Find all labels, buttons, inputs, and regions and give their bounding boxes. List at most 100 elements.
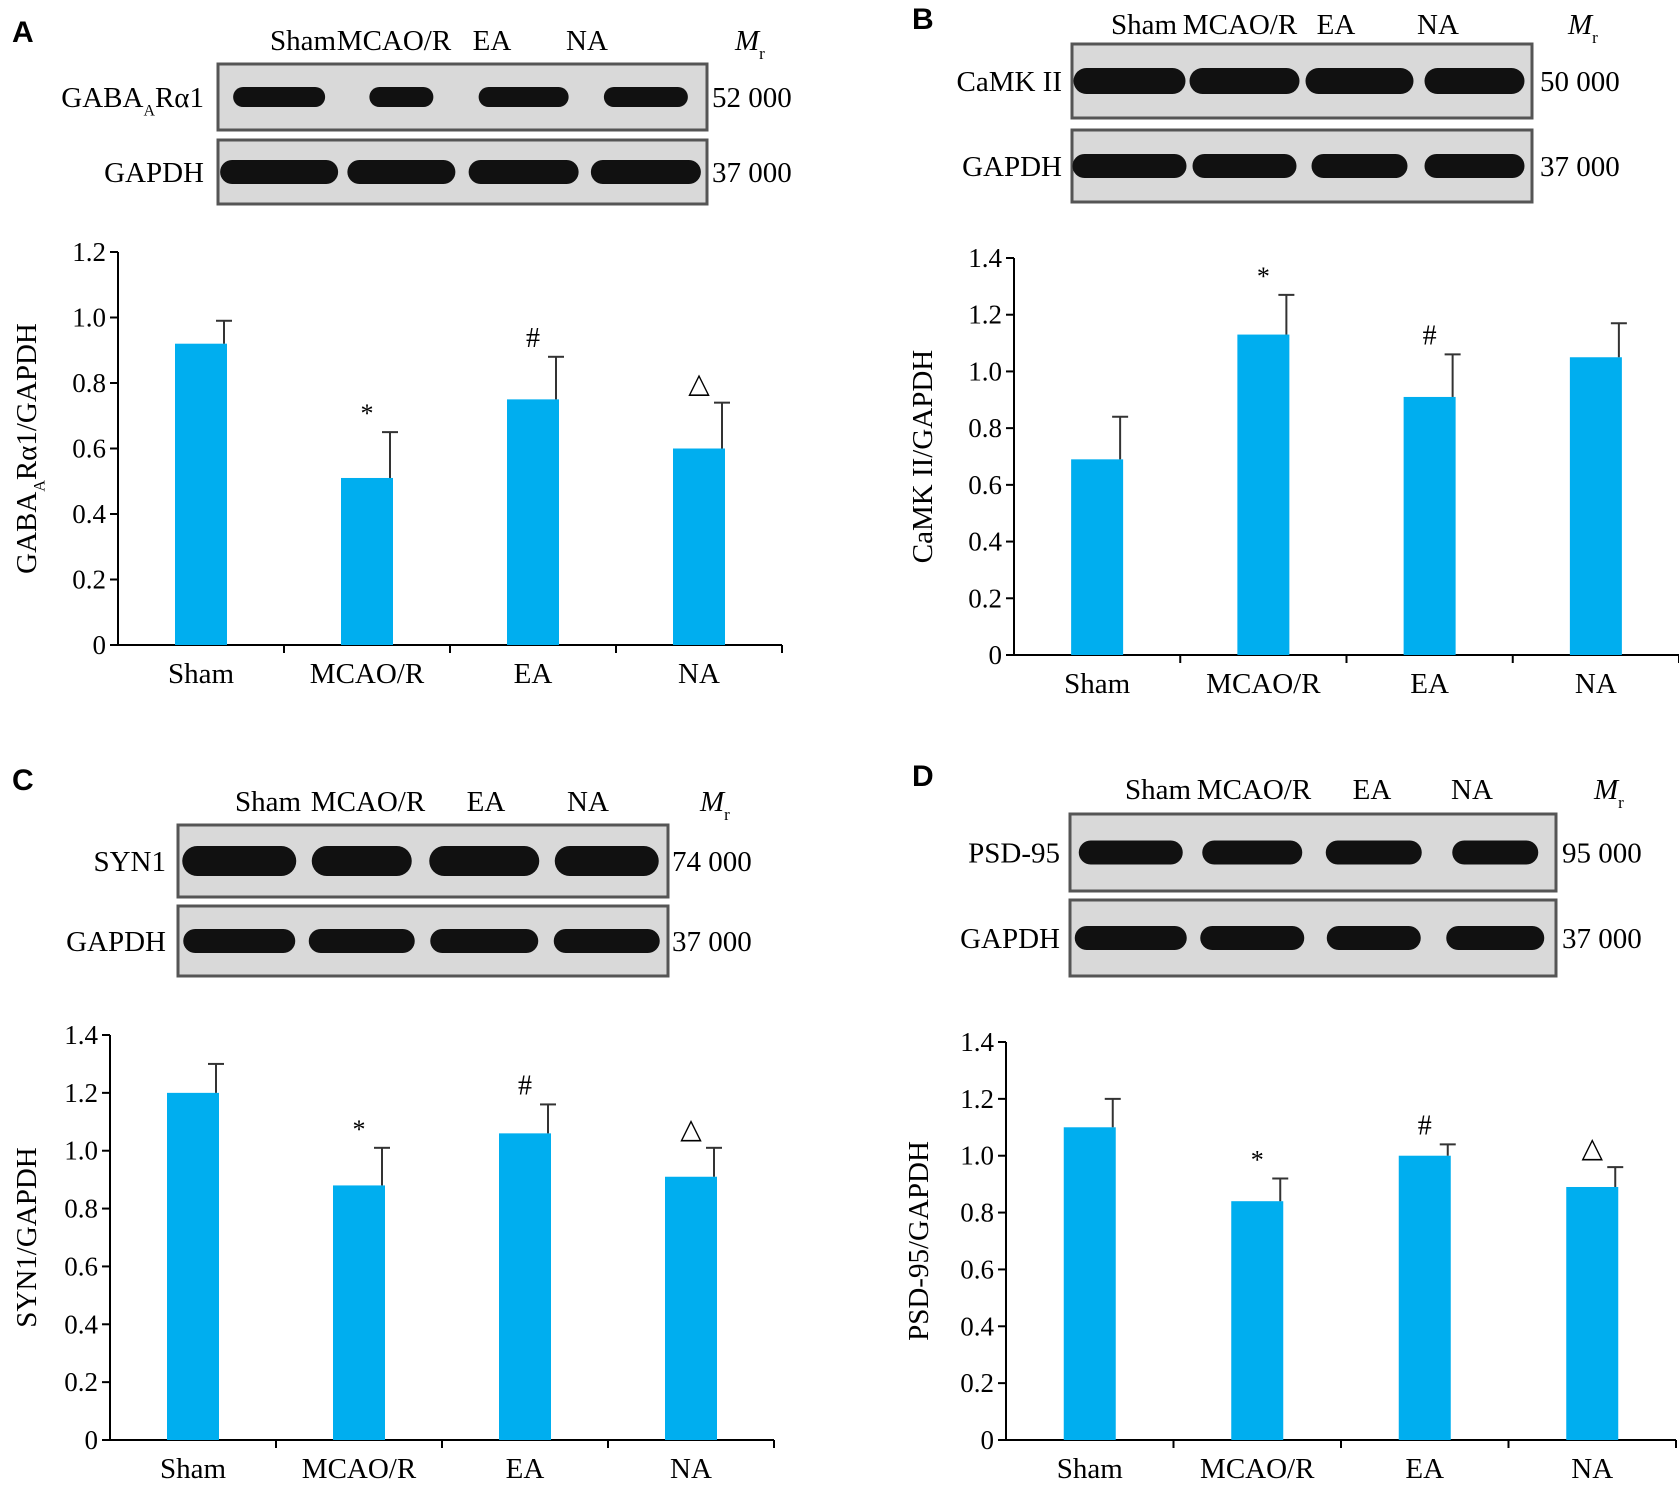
mr-header-m: M [734, 25, 761, 57]
blot-band [1424, 68, 1525, 94]
blot-band [1311, 154, 1408, 178]
y-tick-label: 1.2 [72, 237, 106, 267]
blot-band [1446, 926, 1545, 950]
y-tick-label: 0.2 [968, 583, 1002, 613]
bar-chart: 0 0.2 0.4 0.6 0.8 1.0 1.2 1.4 Sham * MCAO/R # EA △ NA S… [11, 1020, 775, 1485]
blot-mr: 37 000 [1540, 151, 1620, 183]
blot-band [1325, 840, 1422, 865]
blot-band [1200, 926, 1305, 950]
x-tick-label: EA [1405, 1453, 1444, 1485]
panel-letter: D [912, 760, 934, 793]
lane-label: MCAO/R [311, 786, 426, 818]
y-tick-label: 1.0 [64, 1136, 98, 1166]
y-tick-label: 0.8 [960, 1198, 994, 1228]
mr-header-m: M [1567, 9, 1594, 41]
y-axis-label-main: SYN1/GAPDH [11, 1147, 43, 1328]
blot-name-sub: A [143, 103, 155, 120]
y-axis-label: SYN1/GAPDH [11, 1147, 43, 1328]
blot-band [553, 929, 660, 953]
bar-mcaor [1237, 334, 1290, 655]
y-tick-label: 1.4 [960, 1027, 994, 1057]
mr-header: Mr [699, 786, 730, 824]
panel-letter: A [12, 16, 34, 49]
mr-header: Mr [1593, 774, 1624, 812]
x-tick-label: MCAO/R [302, 1453, 417, 1485]
mr-header-m: M [1593, 774, 1620, 806]
blot-name: GAPDH [66, 926, 166, 958]
significance-marker: * [1257, 262, 1270, 291]
mr-header: Mr [1567, 9, 1598, 47]
blot-band [1189, 68, 1300, 94]
blot-band [1078, 840, 1183, 865]
blot-band [603, 87, 688, 107]
bar-mcaor [333, 1185, 385, 1440]
y-tick-label: 1.2 [960, 1084, 994, 1114]
y-tick-label: 0.4 [72, 499, 106, 529]
mr-header-sub: r [724, 805, 730, 824]
bar-na [1569, 357, 1622, 655]
x-tick-label: NA [678, 658, 720, 690]
y-tick-label: 0.2 [960, 1368, 994, 1398]
bar-mcaor [1231, 1201, 1284, 1440]
y-tick-label: 1.4 [968, 243, 1002, 273]
lane-label: MCAO/R [337, 25, 452, 57]
blot-target: GABAARα1 52 000 [61, 62, 792, 132]
blot-name: GAPDH [962, 151, 1062, 183]
mr-header: Mr [734, 25, 765, 63]
y-tick-label: 1.0 [960, 1141, 994, 1171]
lane-label: Sham [235, 786, 302, 818]
y-tick-label: 1.2 [968, 300, 1002, 330]
y-tick-label: 0.2 [72, 565, 106, 595]
y-axis-label-main: CaMK II/GAPDH [907, 350, 939, 564]
blot-band [429, 846, 540, 876]
y-tick-label: 0.8 [968, 413, 1002, 443]
significance-marker: # [1418, 1110, 1432, 1141]
y-axis-label: CaMK II/GAPDH [907, 350, 939, 564]
blot-target: PSD-95 95 000 [968, 812, 1642, 893]
blot-name-main: SYN1 [93, 846, 166, 878]
blot-target: CaMK II 50 000 [956, 42, 1620, 120]
lane-label: Sham [1125, 774, 1192, 806]
blot-target: SYN1 74 000 [93, 823, 752, 899]
blot-name-main: CaMK II [956, 66, 1062, 98]
blot-gapdh: GAPDH 37 000 [104, 138, 792, 206]
x-tick-label: NA [1575, 668, 1617, 700]
panel-letter: C [12, 764, 34, 797]
x-tick-label: MCAO/R [1206, 668, 1321, 700]
y-tick-label: 0.4 [968, 527, 1002, 557]
y-tick-label: 0.6 [72, 434, 106, 464]
blot-name: CaMK II [956, 66, 1062, 98]
blot-band [183, 929, 296, 953]
bar-chart: 0 0.2 0.4 0.6 0.8 1.0 1.2 Sham * MCAO/R # EA △ NA GABA… [11, 237, 783, 690]
x-tick-label: EA [1410, 668, 1449, 700]
y-tick-label: 0 [981, 1425, 995, 1455]
bar-ea [507, 399, 559, 645]
blot-band [430, 929, 539, 953]
y-tick-label: 0 [85, 1425, 99, 1455]
lane-label: EA [473, 25, 512, 57]
lane-label: Sham [1111, 9, 1178, 41]
blot-mr: 37 000 [712, 157, 792, 189]
significance-marker: * [353, 1115, 366, 1144]
y-tick-label: 0.6 [960, 1254, 994, 1284]
y-axis-label-main: GABA [11, 492, 43, 574]
blot-mr: 37 000 [1562, 923, 1642, 955]
lane-label: NA [1451, 774, 1493, 806]
significance-marker: # [526, 323, 540, 354]
bar-sham [1063, 1127, 1116, 1440]
y-tick-label: 1.2 [64, 1078, 98, 1108]
y-tick-label: 1.0 [72, 303, 106, 333]
significance-marker: △ [1581, 1133, 1603, 1164]
blot-band [1073, 68, 1186, 94]
x-tick-label: MCAO/R [1200, 1453, 1315, 1485]
significance-marker: # [1423, 320, 1437, 351]
blot-name-main: GAPDH [962, 151, 1062, 183]
y-tick-label: 0.8 [72, 368, 106, 398]
blot-band [1072, 154, 1187, 178]
blot-band [1326, 926, 1421, 950]
y-tick-label: 0.2 [64, 1367, 98, 1397]
panel-letter: B [912, 3, 934, 36]
mr-header-sub: r [1618, 793, 1624, 812]
